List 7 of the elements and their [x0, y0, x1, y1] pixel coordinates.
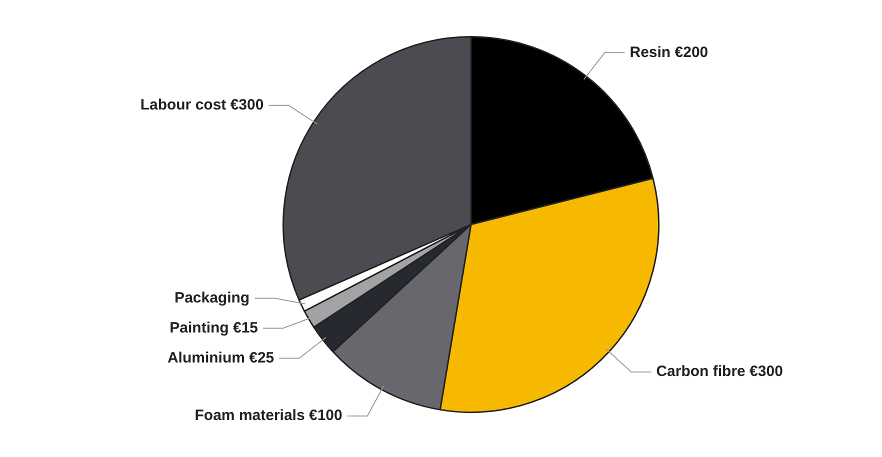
slice-label: Packaging — [174, 289, 250, 306]
slice-label: Resin €200 — [630, 44, 708, 61]
slice-label: Aluminium €25 — [167, 349, 274, 366]
slice-label: Labour cost €300 — [140, 96, 264, 114]
slice-label: Foam materials €100 — [194, 407, 342, 424]
slice-label: Carbon fibre €300 — [656, 363, 783, 380]
slice-label: Painting €15 — [170, 319, 258, 336]
